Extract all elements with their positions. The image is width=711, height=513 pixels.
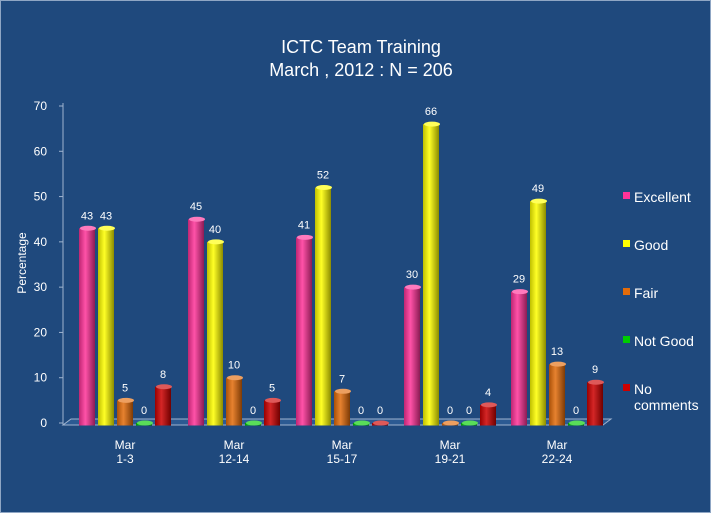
- bar: [480, 404, 496, 426]
- data-label: 0: [141, 405, 147, 417]
- x-tick-label: Mar 12-14: [219, 438, 250, 466]
- bar: [155, 386, 171, 426]
- bar-cap: [189, 216, 205, 222]
- data-label: 52: [317, 170, 329, 182]
- data-label: 9: [592, 364, 598, 376]
- data-label: 66: [425, 106, 437, 118]
- data-label: 4: [485, 387, 491, 399]
- bar: [549, 364, 565, 426]
- data-label: 10: [228, 360, 240, 372]
- data-label: 13: [551, 346, 563, 358]
- y-tick-label: 60: [34, 144, 48, 158]
- bar: [296, 237, 312, 426]
- y-tick-label: 10: [34, 371, 48, 385]
- data-label: 0: [377, 405, 383, 417]
- data-label: 40: [209, 224, 221, 236]
- data-label: 29: [513, 274, 525, 286]
- bar-cap: [481, 402, 497, 408]
- bar-cap: [569, 420, 585, 426]
- y-tick-label: 50: [34, 190, 48, 204]
- bar-cap: [80, 225, 96, 231]
- bar-cap: [531, 198, 547, 204]
- bar-cap: [512, 289, 528, 295]
- legend: Excellent Good Fair Not Good No comments: [623, 189, 699, 413]
- legend-swatch: [623, 384, 630, 391]
- data-label: 49: [532, 183, 544, 195]
- bar-cap: [297, 234, 313, 240]
- legend-swatch: [623, 288, 630, 295]
- y-axis-label: Percentage: [15, 232, 29, 294]
- bar: [264, 400, 280, 426]
- x-tick-label: Mar 1-3: [115, 438, 136, 466]
- bar: [207, 241, 223, 426]
- bar: [530, 201, 546, 426]
- data-label: 5: [269, 382, 275, 394]
- legend-swatch: [623, 240, 630, 247]
- data-label: 0: [250, 405, 256, 417]
- bar-cap: [227, 375, 243, 381]
- bar: [404, 287, 420, 426]
- data-label: 7: [339, 373, 345, 385]
- data-label: 5: [122, 382, 128, 394]
- bar-cap: [550, 361, 566, 367]
- data-label: 0: [573, 405, 579, 417]
- data-label: 45: [190, 201, 202, 213]
- data-label: 43: [100, 210, 112, 222]
- y-tick-label: 0: [40, 416, 47, 430]
- bar: [334, 391, 350, 426]
- legend-label: Fair: [634, 285, 658, 301]
- x-tick-label: Mar 15-17: [327, 438, 358, 466]
- data-label: 41: [298, 219, 310, 231]
- bar: [117, 400, 133, 426]
- y-tick-label: 20: [34, 325, 48, 339]
- data-label: 0: [466, 405, 472, 417]
- y-tick-label: 70: [34, 99, 48, 113]
- chart-title: ICTC Team Training: [281, 37, 441, 57]
- bar-cap: [588, 379, 604, 385]
- y-tick-label: 30: [34, 280, 48, 294]
- bar: [188, 219, 204, 426]
- data-label: 8: [160, 369, 166, 381]
- y-tick-label: 40: [34, 235, 48, 249]
- bar-cap: [265, 397, 281, 403]
- bar-cap: [208, 239, 224, 245]
- bar: [98, 228, 114, 426]
- legend-label: Excellent: [634, 189, 691, 205]
- data-label: 0: [447, 405, 453, 417]
- bar-cap: [373, 420, 389, 426]
- bar: [79, 228, 95, 426]
- bar-cap: [137, 420, 153, 426]
- bar: [423, 124, 439, 426]
- data-label: 30: [406, 269, 418, 281]
- bar-cap: [405, 284, 421, 290]
- chart-subtitle: March , 2012 : N = 206: [269, 60, 453, 80]
- legend-swatch: [623, 192, 630, 199]
- bar: [511, 291, 527, 426]
- bar-cap: [443, 420, 459, 426]
- data-label: 0: [358, 405, 364, 417]
- bar: [226, 377, 242, 426]
- bar: [587, 382, 603, 426]
- bar-cap: [424, 121, 440, 127]
- bar-cap: [354, 420, 370, 426]
- bar: [315, 187, 331, 426]
- legend-swatch: [623, 336, 630, 343]
- bar-cap: [335, 388, 351, 394]
- bar-cap: [462, 420, 478, 426]
- x-tick-label: Mar 19-21: [435, 438, 466, 466]
- x-tick-label: Mar 22-24: [542, 438, 573, 466]
- bar-cap: [246, 420, 262, 426]
- bar-cap: [156, 384, 172, 390]
- legend-label: Not Good: [634, 333, 694, 349]
- legend-label: No comments: [634, 381, 699, 413]
- bar-cap: [118, 397, 134, 403]
- bar-cap: [316, 185, 332, 191]
- bar-cap: [99, 225, 115, 231]
- legend-label: Good: [634, 237, 668, 253]
- data-label: 43: [81, 210, 93, 222]
